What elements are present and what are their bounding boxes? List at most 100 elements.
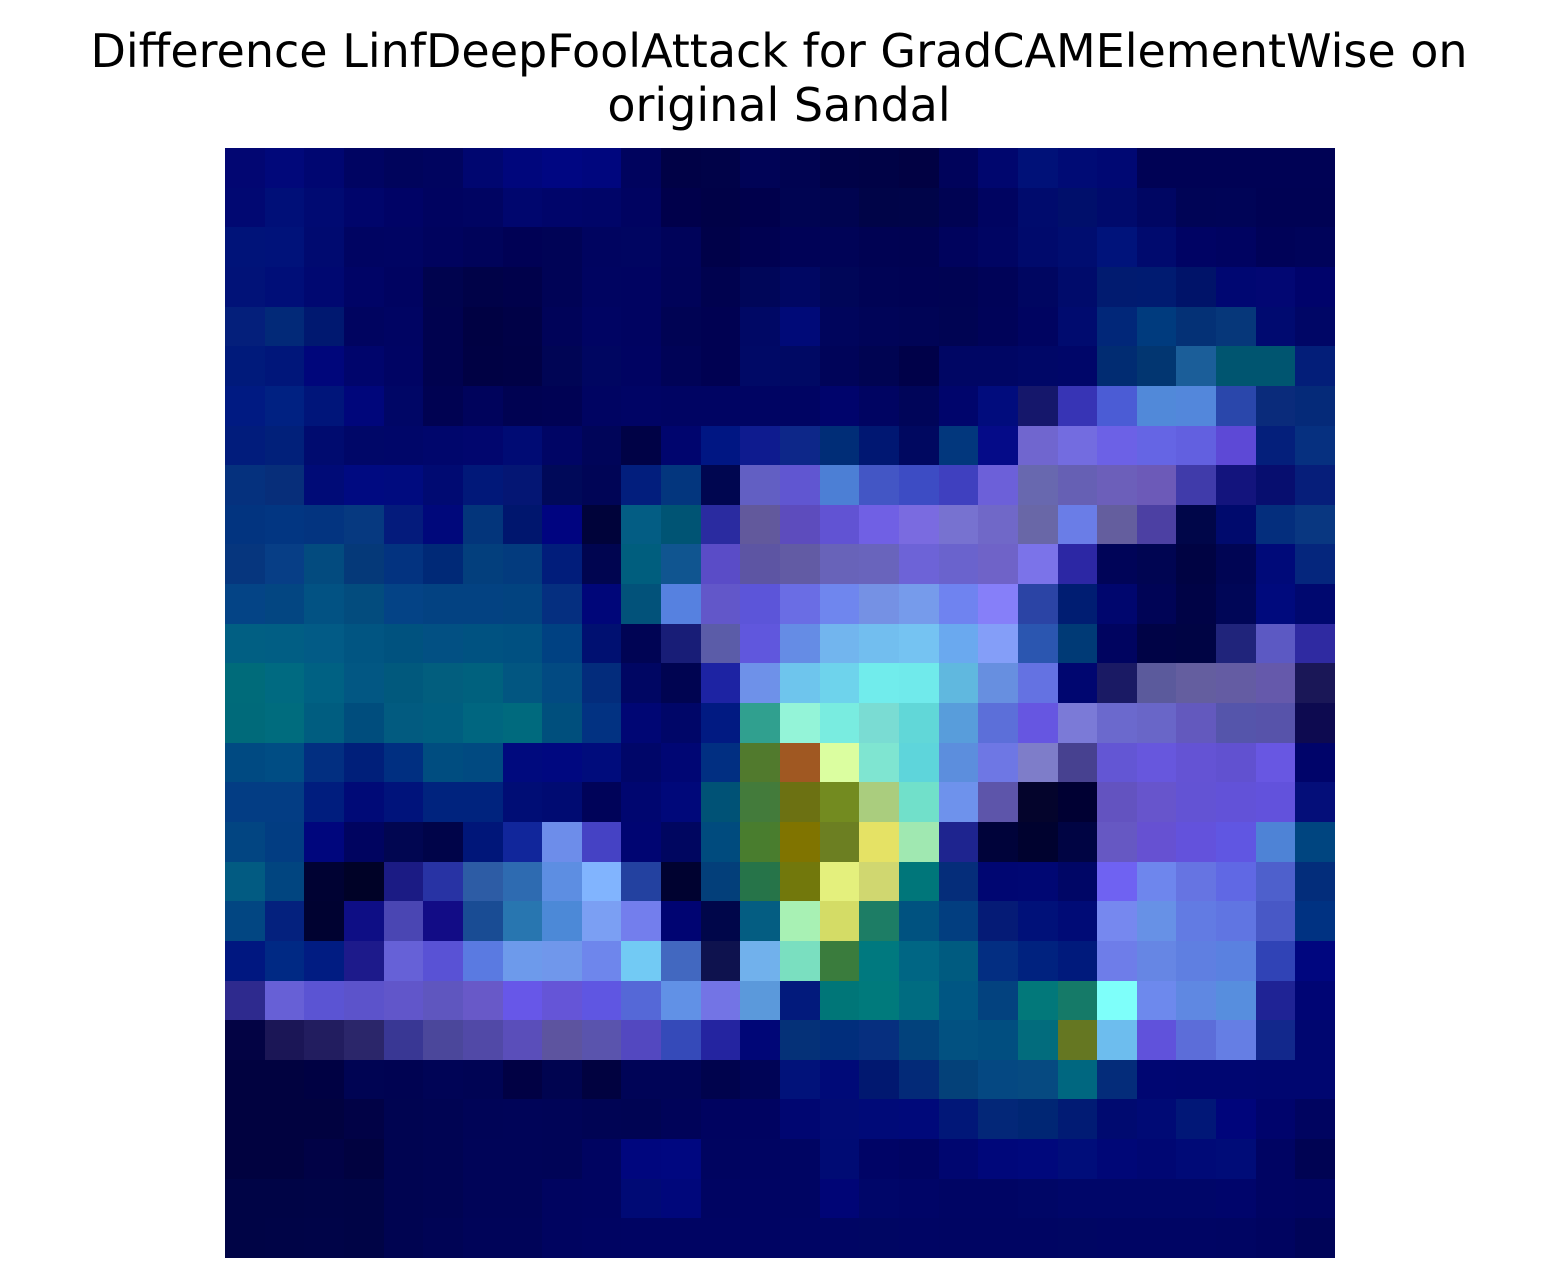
heatmap-cell-r13-c26 [1256,663,1295,703]
heatmap-cell-r21-c27 [1295,981,1335,1020]
heatmap-cell-r7-c26 [1256,426,1295,465]
heatmap-cell-r11-c24 [1176,584,1216,624]
heatmap-cell-r18-c16 [859,862,899,901]
heatmap-cell-r23-c24 [1176,1060,1216,1099]
heatmap-cell-r10-c9 [582,544,621,584]
heatmap-cell-r8-c6 [463,465,503,505]
heatmap-cell-r11-c26 [1256,584,1295,624]
heatmap-cell-r26-c12 [701,1179,740,1218]
heatmap-cell-r6-c17 [899,386,939,426]
heatmap-cell-r2-c16 [859,227,899,267]
heatmap-cell-r17-c26 [1256,822,1295,862]
heatmap-cell-r5-c0 [225,346,265,386]
heatmap-cell-r22-c15 [820,1020,859,1060]
heatmap-cell-r0-c13 [740,148,780,188]
heatmap-cell-r12-c1 [265,624,304,663]
heatmap-cell-r13-c2 [304,663,344,703]
heatmap-cell-r6-c10 [621,386,661,426]
heatmap-cell-r17-c12 [701,822,740,862]
heatmap-cell-r2-c2 [304,227,344,267]
heatmap-cell-r6-c16 [859,386,899,426]
heatmap-cell-r14-c10 [621,703,661,743]
heatmap-cell-r3-c1 [265,267,304,307]
heatmap-cell-r6-c26 [1256,386,1295,426]
heatmap-cell-r7-c0 [225,426,265,465]
heatmap-cell-r14-c4 [384,703,423,743]
heatmap-cell-r24-c18 [939,1099,978,1139]
heatmap-cell-r4-c21 [1058,307,1097,346]
heatmap-cell-r26-c1 [265,1179,304,1218]
heatmap-cell-r13-c3 [344,663,384,703]
heatmap-cell-r23-c18 [939,1060,978,1099]
heatmap-cell-r0-c1 [265,148,304,188]
heatmap-cell-r1-c27 [1295,188,1335,227]
heatmap-cell-r5-c8 [542,346,582,386]
heatmap-cell-r16-c24 [1176,782,1216,822]
heatmap-cell-r12-c26 [1256,624,1295,663]
heatmap-cell-r11-c27 [1295,584,1335,624]
heatmap-cell-r2-c19 [978,227,1018,267]
heatmap-cell-r11-c9 [582,584,621,624]
heatmap-cell-r26-c5 [423,1179,463,1218]
heatmap-cell-r14-c27 [1295,703,1335,743]
heatmap-cell-r24-c13 [740,1099,780,1139]
heatmap-cell-r2-c12 [701,227,740,267]
heatmap-cell-r3-c18 [939,267,978,307]
heatmap-cell-r25-c2 [304,1139,344,1179]
heatmap-cell-r9-c4 [384,505,423,544]
heatmap-cell-r5-c24 [1176,346,1216,386]
heatmap-cell-r14-c13 [740,703,780,743]
heatmap-cell-r23-c14 [780,1060,820,1099]
heatmap-cell-r14-c14 [780,703,820,743]
heatmap-cell-r17-c4 [384,822,423,862]
heatmap-cell-r0-c5 [423,148,463,188]
heatmap-cell-r24-c19 [978,1099,1018,1139]
heatmap-cell-r8-c26 [1256,465,1295,505]
heatmap-cell-r3-c7 [503,267,542,307]
heatmap-cell-r19-c14 [780,901,820,941]
heatmap-cell-r20-c2 [304,941,344,981]
heatmap-cell-r16-c4 [384,782,423,822]
heatmap-cell-r23-c20 [1018,1060,1058,1099]
heatmap-cell-r21-c25 [1216,981,1256,1020]
heatmap-cell-r5-c6 [463,346,503,386]
heatmap-cell-r1-c4 [384,188,423,227]
heatmap-cell-r10-c11 [661,544,701,584]
heatmap-cell-r1-c1 [265,188,304,227]
heatmap-cell-r4-c16 [859,307,899,346]
chart-title-line-1: Difference LinfDeepFoolAttack for GradCA… [90,24,1468,78]
heatmap-cell-r1-c12 [701,188,740,227]
heatmap-cell-r2-c27 [1295,227,1335,267]
heatmap-cell-r4-c9 [582,307,621,346]
heatmap-cell-r18-c2 [304,862,344,901]
heatmap-cell-r8-c7 [503,465,542,505]
heatmap-cell-r18-c0 [225,862,265,901]
heatmap-cell-r22-c18 [939,1020,978,1060]
heatmap-cell-r6-c23 [1137,386,1176,426]
heatmap-cell-r9-c21 [1058,505,1097,544]
heatmap-cell-r21-c24 [1176,981,1216,1020]
heatmap-cell-r17-c17 [899,822,939,862]
heatmap-cell-r17-c16 [859,822,899,862]
heatmap-cell-r10-c20 [1018,544,1058,584]
heatmap-cell-r25-c22 [1097,1139,1137,1179]
heatmap-cell-r13-c16 [859,663,899,703]
heatmap-cell-r4-c20 [1018,307,1058,346]
heatmap-cell-r10-c2 [304,544,344,584]
heatmap-cell-r2-c4 [384,227,423,267]
heatmap-cell-r0-c24 [1176,148,1216,188]
heatmap-cell-r13-c27 [1295,663,1335,703]
heatmap-cell-r14-c25 [1216,703,1256,743]
heatmap-cell-r23-c12 [701,1060,740,1099]
heatmap-cell-r20-c3 [344,941,384,981]
heatmap-cell-r4-c15 [820,307,859,346]
heatmap-cell-r15-c4 [384,743,423,782]
heatmap-cell-r21-c16 [859,981,899,1020]
heatmap-cell-r23-c6 [463,1060,503,1099]
heatmap-cell-r3-c5 [423,267,463,307]
heatmap-cell-r16-c17 [899,782,939,822]
heatmap-cell-r18-c4 [384,862,423,901]
heatmap-cell-r0-c22 [1097,148,1137,188]
heatmap-cell-r9-c19 [978,505,1018,544]
heatmap-cell-r21-c12 [701,981,740,1020]
